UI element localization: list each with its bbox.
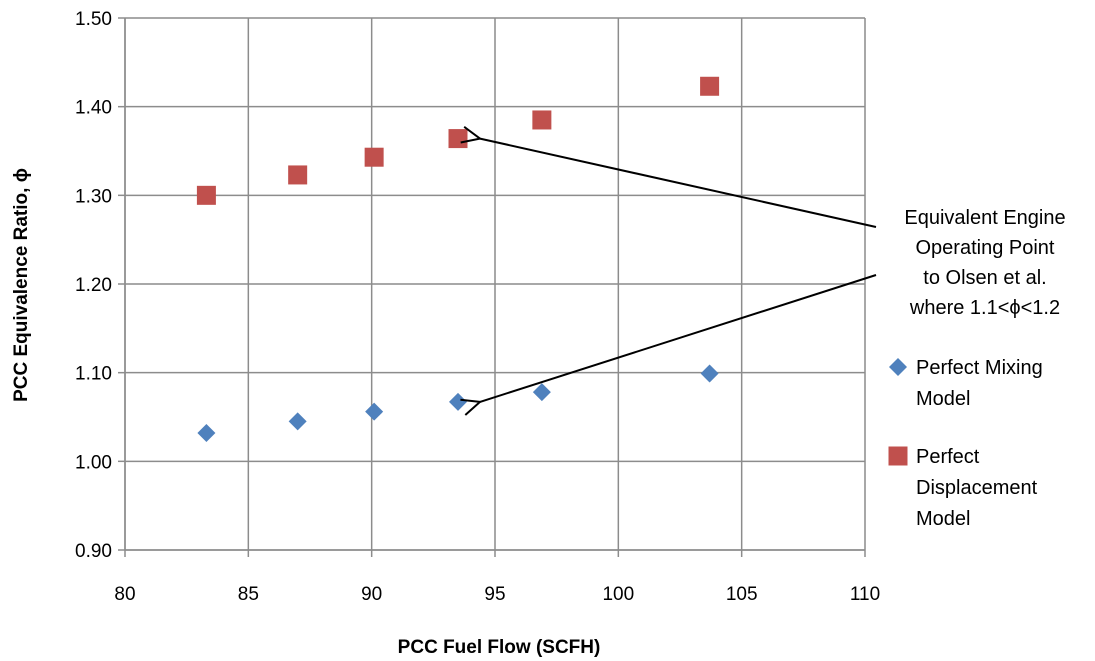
data-point-square: [700, 76, 720, 96]
series-perfect-mixing: [197, 364, 719, 442]
annotation-arrow: [480, 274, 877, 402]
x-tick-label: 110: [850, 584, 880, 605]
data-point-diamond: [532, 383, 551, 402]
series-perfect-displacement: [196, 76, 720, 205]
axes: [118, 17, 866, 557]
data-point-square: [364, 147, 384, 167]
x-tick-label: 95: [484, 584, 505, 605]
y-axis-title: PCC Equivalence Ratio, ϕ: [11, 168, 32, 402]
legend-label: Model: [916, 388, 970, 410]
x-tick-label: 85: [238, 584, 259, 605]
legend-label: Perfect Mixing: [916, 357, 1043, 379]
grid: [124, 17, 866, 551]
annotation-text-line: Operating Point: [916, 237, 1055, 259]
y-tick-label: 1.40: [75, 98, 112, 119]
data-point-square: [448, 129, 468, 149]
y-tick-label: 1.30: [75, 186, 112, 207]
legend-swatch-square: [888, 446, 908, 466]
annotation: Equivalent Engine Operating Point to Olsen…: [480, 139, 1066, 402]
x-tick-label: 90: [361, 584, 382, 605]
legend-entry: Perfect Displacement Model: [888, 446, 1038, 530]
y-tick-label: 1.20: [75, 275, 112, 296]
annotation-text-line: Equivalent Engine: [904, 207, 1065, 229]
x-tick-label: 100: [602, 584, 634, 605]
legend-label: Model: [916, 508, 970, 530]
y-tick-label: 1.50: [75, 9, 112, 30]
x-tick-label: 80: [114, 584, 135, 605]
annotation-arrow: [480, 139, 877, 228]
annotation-text-line: where 1.1<ϕ<1.2: [909, 297, 1060, 319]
y-tick-label: 1.10: [75, 364, 112, 385]
data-point-square: [196, 185, 216, 205]
data-point-diamond: [197, 423, 216, 442]
data-point-diamond: [700, 364, 719, 383]
legend-entry: Perfect Mixing Model: [889, 357, 1043, 410]
y-tick-label: 0.90: [75, 541, 112, 562]
x-tick-label: 105: [726, 584, 758, 605]
annotation-text-line: to Olsen et al.: [923, 267, 1046, 289]
data-point-square: [288, 165, 308, 185]
tick-labels: 0.90 1.00 1.10 1.20 1.30 1.40 1.50 80 85 90 95 100 1…: [75, 9, 880, 605]
data-point-diamond: [449, 392, 467, 411]
data-point-diamond: [288, 412, 307, 431]
data-point-square: [532, 110, 552, 130]
legend: Perfect Mixing Model Perfect Displacement Mo…: [888, 357, 1043, 530]
x-axis-title: PCC Fuel Flow (SCFH): [398, 637, 601, 658]
data-points: [196, 76, 720, 442]
data-point-diamond: [365, 402, 384, 421]
legend-label: Displacement: [916, 477, 1038, 499]
y-tick-label: 1.00: [75, 452, 112, 473]
legend-label: Perfect: [916, 446, 980, 468]
legend-swatch-diamond: [889, 358, 907, 376]
